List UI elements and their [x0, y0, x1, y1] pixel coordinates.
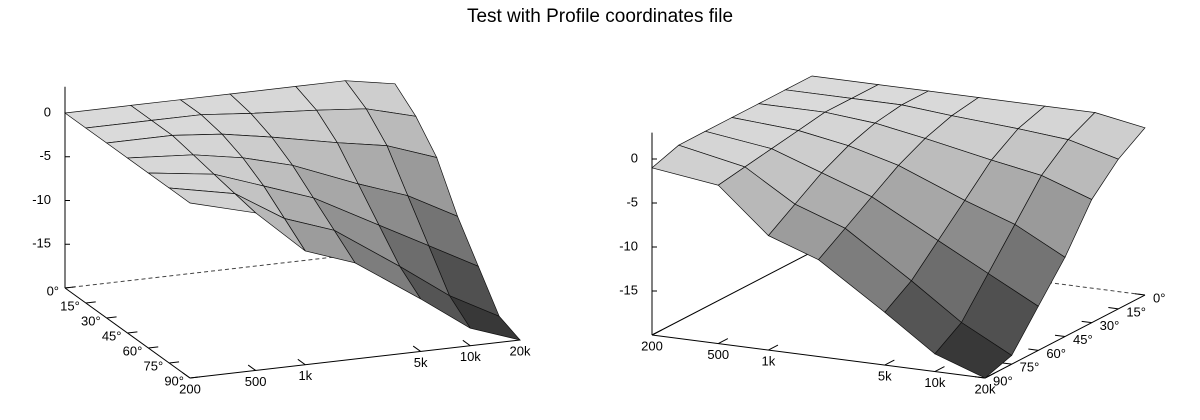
x-tick [247, 364, 256, 371]
y-tick-label: 15° [60, 298, 80, 313]
x-tick [182, 372, 191, 379]
surface-patch [934, 322, 1013, 379]
z-tick-label: -5 [39, 148, 51, 163]
x-tick-label: 1k [762, 353, 776, 368]
y-tick [1108, 307, 1119, 310]
y-tick [64, 286, 75, 289]
x-tick [412, 345, 421, 352]
y-tick [148, 346, 159, 349]
x-tick [934, 366, 945, 372]
x-tick-label: 500 [707, 347, 729, 362]
z-tick-label: -10 [32, 192, 51, 207]
y-tick [169, 361, 180, 364]
y-tick-label: 75° [1020, 360, 1040, 375]
x-tick-label: 200 [641, 338, 663, 353]
x-tick [297, 358, 306, 366]
y-tick-label: 0° [1153, 290, 1165, 305]
y-tick [85, 301, 96, 304]
z-tick-label: -15 [619, 282, 638, 297]
x-tick-label: 1k [298, 368, 312, 383]
x-tick [768, 344, 779, 351]
x-tick [884, 359, 895, 366]
y-tick [1028, 348, 1039, 351]
y-tick-label: 90° [164, 373, 184, 388]
y-tick [1001, 362, 1012, 365]
z-tick-label: 0 [44, 104, 51, 119]
y-axis [651, 251, 813, 336]
y-tick-label: 75° [143, 358, 163, 373]
x-tick [462, 339, 471, 347]
z-tick-label: -10 [619, 238, 638, 253]
chart-title: Test with Profile coordinates file [467, 6, 733, 27]
y-tick-label: 90° [993, 373, 1013, 388]
y-tick-label: 60° [123, 343, 143, 358]
y-tick-label: 30° [81, 313, 101, 328]
x-tick-label: 500 [245, 374, 267, 389]
y-tick [974, 376, 986, 379]
y-tick-label: 45° [102, 328, 122, 343]
y-tick [127, 331, 138, 334]
x-tick-label: 200 [179, 381, 201, 396]
x-axis [189, 339, 521, 379]
x-tick-label: 20k [510, 343, 531, 358]
y-tick-label: 30° [1100, 318, 1120, 333]
x-tick [984, 372, 995, 379]
y-tick [1054, 334, 1066, 337]
y-tick [106, 316, 117, 319]
y-tick [1134, 293, 1146, 296]
surface-patch [167, 187, 257, 214]
x-tick-label: 10k [924, 375, 945, 390]
y-tick-label: 15° [1126, 304, 1146, 319]
y-tick [189, 376, 200, 379]
x-axis [651, 334, 986, 379]
x-tick [718, 338, 729, 344]
z-tick-label: -5 [626, 194, 638, 209]
x-tick-label: 5k [878, 368, 892, 383]
x-tick-label: 20k [975, 381, 996, 396]
z-tick-label: -15 [32, 236, 51, 251]
y-tick-label: 0° [47, 283, 59, 298]
x-tick [651, 329, 662, 336]
y-tick-label: 60° [1046, 346, 1066, 361]
x-tick-label: 10k [460, 349, 481, 364]
x-tick-label: 5k [414, 355, 428, 370]
z-tick-label: 0 [631, 150, 638, 165]
y-tick [1081, 320, 1092, 324]
y-tick-label: 45° [1073, 332, 1093, 347]
